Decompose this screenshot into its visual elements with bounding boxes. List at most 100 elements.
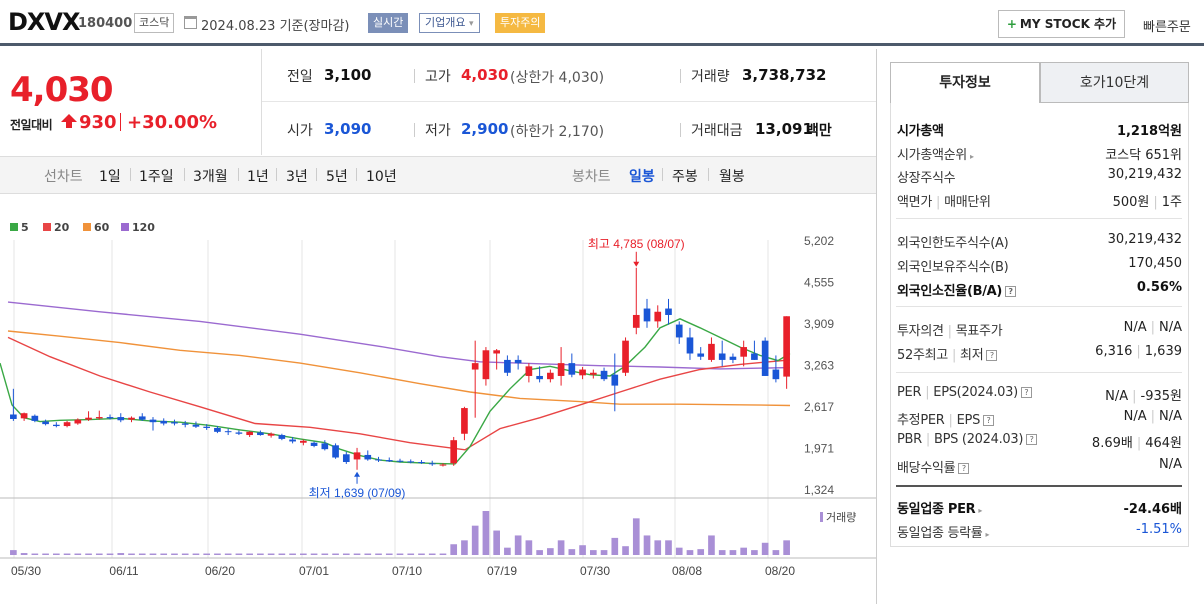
x-tick-label: 07/01 <box>299 564 329 578</box>
candle-body <box>686 337 694 354</box>
volume-bar <box>42 553 49 555</box>
foreign-hold-label: 외국인보유주식수(B) <box>897 260 1009 275</box>
upper-limit: (상한가 4,030) <box>510 70 605 86</box>
legend-swatch <box>121 223 129 231</box>
divider <box>662 168 663 181</box>
x-tick-label: 06/20 <box>205 564 235 578</box>
company-overview-dropdown[interactable]: 기업개요 ▾ <box>419 13 480 33</box>
volume-bar <box>160 553 168 555</box>
divider <box>276 168 277 181</box>
help-icon[interactable]: ? <box>983 415 995 426</box>
candle-body <box>171 422 178 424</box>
volume-bar <box>589 550 597 555</box>
realtime-button[interactable]: 실시간 <box>368 13 409 33</box>
panel-divider <box>876 49 877 604</box>
period-10y[interactable]: 10년 <box>366 169 397 185</box>
volume-bar <box>128 553 135 555</box>
candle-body <box>579 369 586 376</box>
divider: | <box>951 348 957 363</box>
volume-bar <box>761 542 769 555</box>
unit-label: 매매단위 <box>944 195 991 210</box>
plus-icon: + <box>1006 17 1017 31</box>
x-axis-ticks: 05/30 06/11 06/20 07/01 07/10 07/19 07/30 08/08… <box>11 564 795 578</box>
period-monthly[interactable]: 월봉 <box>719 169 745 185</box>
low-label: 저가 <box>425 123 451 139</box>
volume-bar <box>138 553 146 555</box>
bps-label: BPS (2024.03) <box>933 432 1024 447</box>
divider <box>414 69 415 83</box>
low-value: 2,900 <box>461 120 509 138</box>
candle-body <box>203 426 211 428</box>
candle-body <box>375 459 382 461</box>
candle-body <box>729 356 737 360</box>
ma120-line <box>7 301 791 370</box>
divider <box>680 123 681 137</box>
volume-bar <box>181 553 189 555</box>
divider <box>896 306 1182 307</box>
volume-bar <box>428 553 436 555</box>
candle-body <box>514 359 522 364</box>
candle-body <box>772 369 780 380</box>
volume-bar <box>396 553 404 555</box>
volume-bar <box>665 540 672 555</box>
volume-bar <box>224 553 232 555</box>
sector-rate-row[interactable]: 동일업종 등락률 ▸ <box>897 522 989 541</box>
candle-body <box>740 347 748 357</box>
help-icon[interactable]: ? <box>1020 387 1032 398</box>
line-chart-label[interactable]: 선차트 <box>44 169 83 185</box>
volume-bar <box>267 553 275 555</box>
period-weekly[interactable]: 주봉 <box>672 169 698 185</box>
candle-body <box>675 324 683 338</box>
candle-chart-label[interactable]: 봉차트 <box>572 169 611 185</box>
period-1d[interactable]: 1일 <box>99 169 121 185</box>
period-3m[interactable]: 3개월 <box>193 169 228 185</box>
legend-ma60: 60 <box>83 221 109 234</box>
sector-per-row[interactable]: 동일업종 PER ▸ <box>897 498 982 517</box>
help-icon[interactable]: ? <box>986 350 998 361</box>
candle-body <box>95 417 103 419</box>
invest-info-panel <box>890 103 1189 547</box>
arrow-right-icon: ▸ <box>985 530 990 539</box>
high-note: 최고 4,785 (08/07) <box>588 237 685 251</box>
volume-bar <box>342 553 350 555</box>
week52-label: 52주최고 | 최저? <box>897 344 998 363</box>
tab-orderbook[interactable]: 호가10단계 <box>1040 62 1189 103</box>
dividend-value: N/A <box>1159 457 1182 472</box>
help-icon[interactable]: ? <box>1026 434 1038 445</box>
stock-header <box>0 0 1204 46</box>
per-label: PER <box>897 385 922 400</box>
tab-invest-info[interactable]: 투자정보 <box>890 62 1040 103</box>
period-1w[interactable]: 1주일 <box>139 169 174 185</box>
volume-bar <box>20 553 28 555</box>
help-icon[interactable]: ? <box>1005 286 1017 297</box>
add-mystock-button[interactable]: + MY STOCK 추가 <box>998 10 1125 38</box>
divider: | <box>925 385 930 400</box>
divider <box>238 168 239 181</box>
quick-order-link[interactable]: 빠른주문 <box>1143 20 1191 35</box>
lower-limit: (하한가 2,170) <box>510 124 605 140</box>
change-value: 930 <box>79 112 117 133</box>
ma60-line <box>7 330 791 407</box>
market-cap-rank-row[interactable]: 시가총액순위 ▸ <box>897 144 974 163</box>
divider: | <box>1153 195 1158 210</box>
help-icon[interactable]: ? <box>958 463 970 474</box>
period-5y[interactable]: 5년 <box>326 169 348 185</box>
volume-bar <box>10 550 17 555</box>
x-tick-label: 06/11 <box>109 564 138 578</box>
bps-value: 464원 <box>1145 436 1182 451</box>
volume-bar <box>375 553 382 555</box>
y-tick-label: 1,971 <box>804 441 834 455</box>
per-eps-value: N/A | -935원 <box>1105 385 1182 404</box>
candle-body <box>181 423 189 425</box>
low-note: 최저 1,639 (07/09) <box>309 486 406 500</box>
volume-bar <box>536 550 543 555</box>
period-3y[interactable]: 3년 <box>286 169 308 185</box>
candle-body <box>407 461 415 463</box>
market-cap-label: 시가총액 <box>897 124 944 139</box>
market-badge: 코스닥 <box>134 13 175 33</box>
period-daily[interactable]: 일봉 <box>629 169 655 185</box>
volume-bar <box>117 553 125 555</box>
stock-chart[interactable]: 거래량 5,2024,5553,9093,2632,6171,9711,324 … <box>0 196 876 596</box>
candle-body <box>525 366 533 376</box>
period-1y[interactable]: 1년 <box>247 169 269 185</box>
